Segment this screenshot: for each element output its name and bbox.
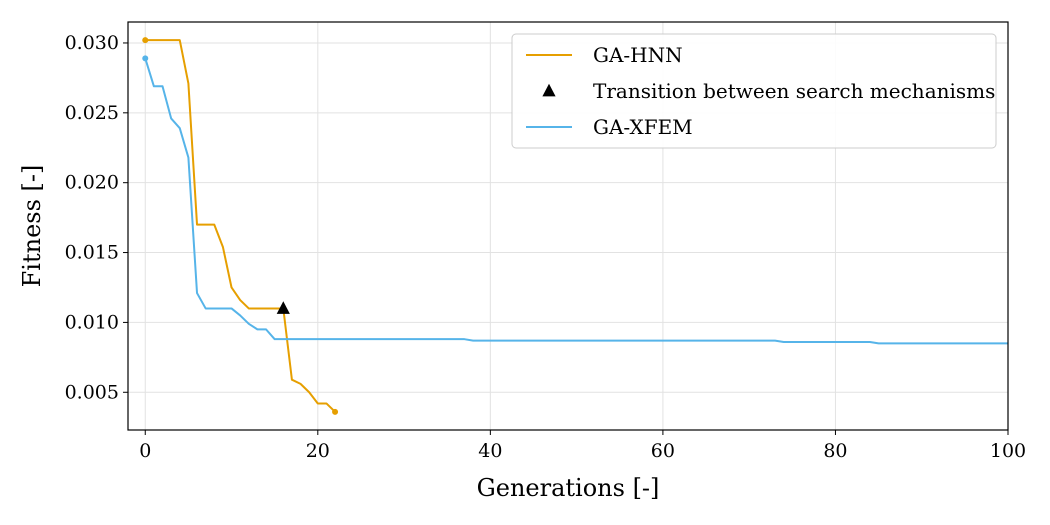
y-tick-label: 0.030: [65, 32, 119, 54]
transition-marker: [276, 301, 290, 314]
series-start-point: [142, 37, 149, 44]
series-layer: [142, 37, 1008, 415]
x-tick-label: 80: [823, 440, 847, 462]
axis-ticks: 0 20 40 60 80 100 0.005 0.010 0.015 0.020 0.025 0.0…: [65, 32, 1027, 462]
legend-label: Transition between search mechanisms: [593, 79, 995, 103]
series-line-ga-hnn: [145, 39, 336, 413]
legend-box: [511, 33, 997, 149]
x-tick-label: 0: [139, 440, 151, 462]
y-tick-label: 0.005: [65, 381, 119, 403]
y-tick-label: 0.025: [65, 102, 119, 124]
x-axis-label: Generations [-]: [477, 474, 660, 502]
plot-frame: [127, 21, 1009, 431]
series-line-ga-xfem: [144, 58, 1008, 345]
y-tick-label: 0.015: [65, 242, 119, 264]
x-tick-label: 60: [651, 440, 675, 462]
legend-label: GA-HNN: [593, 43, 683, 67]
x-tick-label: 100: [990, 440, 1026, 462]
y-tick-label: 0.010: [65, 311, 119, 333]
legend-marker-swatch: [542, 83, 556, 97]
y-axis-label: Fitness [-]: [18, 165, 46, 288]
series-start-point: [142, 55, 149, 62]
legend-label: GA-XFEM: [593, 115, 693, 139]
series-end-point: [332, 408, 339, 415]
x-tick-label: 40: [478, 440, 502, 462]
legend: GA-HNN Transition between search mechanis…: [511, 33, 997, 149]
y-tick-label: 0.020: [65, 172, 119, 194]
marker-layer: [276, 301, 290, 314]
x-tick-label: 20: [306, 440, 330, 462]
